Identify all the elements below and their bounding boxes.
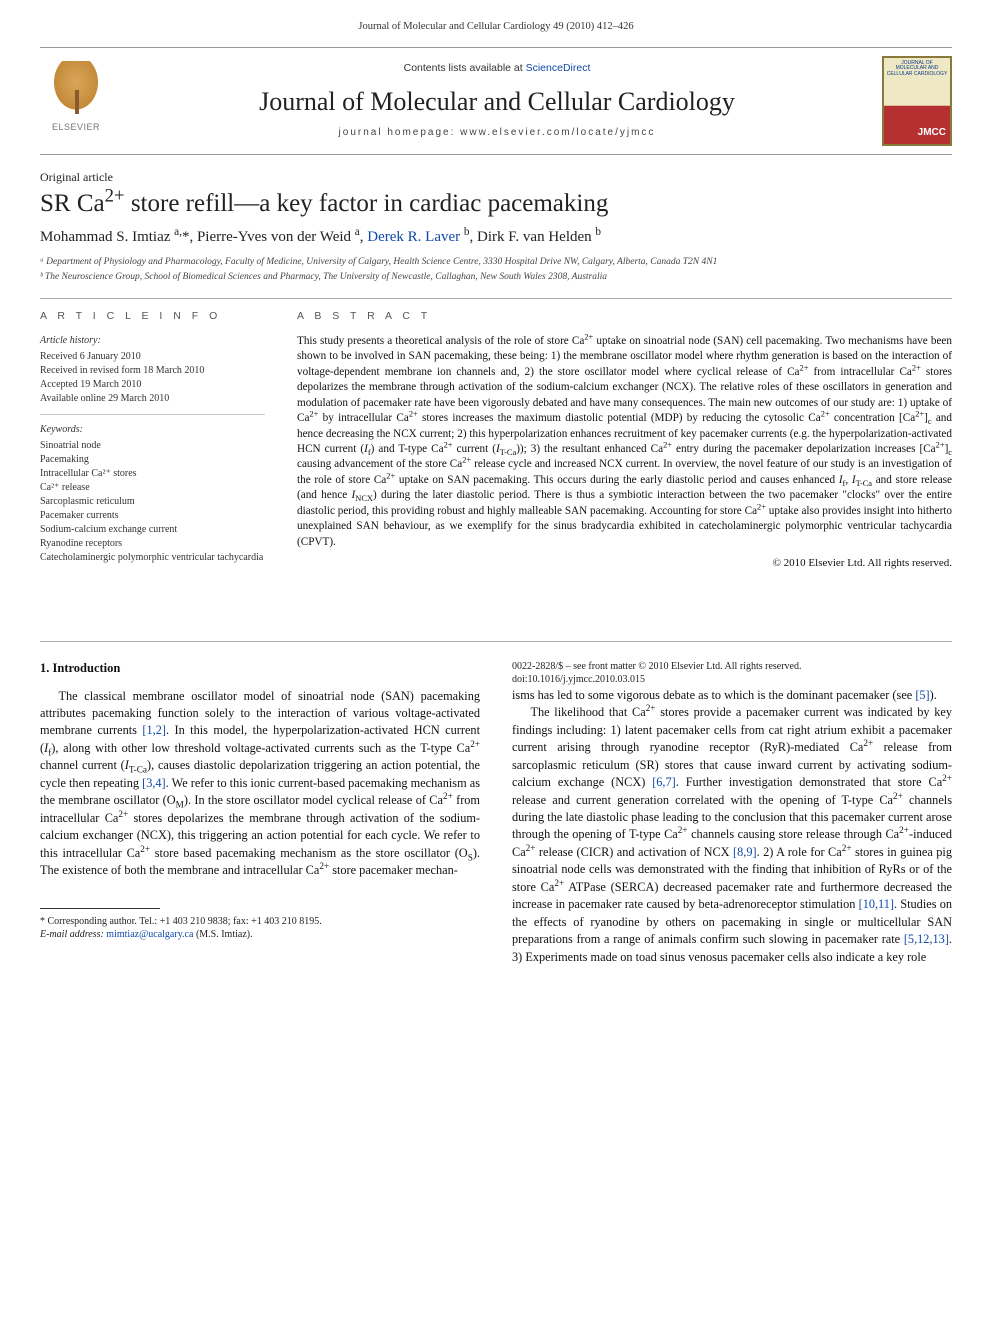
keyword: Sarcoplasmic reticulum — [40, 495, 265, 509]
article-info-col: A R T I C L E I N F O Article history: R… — [40, 309, 265, 581]
divider-top — [40, 298, 952, 299]
body-paragraph: The classical membrane oscillator model … — [40, 688, 480, 880]
history-line: Received 6 January 2010 — [40, 350, 265, 364]
divider-bottom — [40, 641, 952, 642]
publication-footer: 0022-2828/$ – see front matter © 2010 El… — [512, 660, 952, 687]
journal-cover-thumb: JOURNAL OF MOLECULAR AND CELLULAR CARDIO… — [882, 56, 952, 146]
masthead: ELSEVIER Contents lists available at Sci… — [40, 47, 952, 155]
elsevier-wordmark: ELSEVIER — [52, 121, 100, 134]
history-label: Article history: — [40, 334, 265, 348]
contents-available-text: Contents lists available at — [404, 62, 526, 74]
meta-abstract-row: A R T I C L E I N F O Article history: R… — [40, 309, 952, 581]
journal-cover-caption: JOURNAL OF MOLECULAR AND CELLULAR CARDIO… — [884, 58, 950, 78]
section-heading-intro: 1. Introduction — [40, 660, 480, 678]
masthead-center: Contents lists available at ScienceDirec… — [112, 61, 882, 140]
keywords-block: Keywords: Sinoatrial node Pacemaking Int… — [40, 423, 265, 573]
history-line: Available online 29 March 2010 — [40, 392, 265, 406]
journal-homepage: journal homepage: www.elsevier.com/locat… — [112, 126, 882, 140]
abstract-heading: A B S T R A C T — [297, 309, 952, 324]
keywords-label: Keywords: — [40, 423, 265, 437]
footnote-separator — [40, 908, 160, 909]
body-paragraph: The likelihood that Ca2+ stores provide … — [512, 704, 952, 966]
history-line: Accepted 19 March 2010 — [40, 378, 265, 392]
abstract-text: This study presents a theoretical analys… — [297, 334, 952, 550]
keyword: Pacemaker currents — [40, 509, 265, 523]
running-header: Journal of Molecular and Cellular Cardio… — [40, 20, 952, 35]
keyword: Ca²⁺ release — [40, 481, 265, 495]
elsevier-logo: ELSEVIER — [40, 61, 112, 141]
abstract-copyright: © 2010 Elsevier Ltd. All rights reserved… — [297, 556, 952, 571]
keyword: Catecholaminergic polymorphic ventricula… — [40, 551, 265, 565]
body-paragraph: isms has led to some vigorous debate as … — [512, 687, 952, 704]
elsevier-tree-icon — [48, 61, 104, 117]
abstract-col: A B S T R A C T This study presents a th… — [297, 309, 952, 581]
keyword: Intracellular Ca²⁺ stores — [40, 467, 265, 481]
sciencedirect-link[interactable]: ScienceDirect — [526, 62, 591, 74]
footnote-email-link[interactable]: mimtiaz@ucalgary.ca — [106, 929, 193, 940]
pub-footer-line2: doi:10.1016/j.yjmcc.2010.03.015 — [512, 673, 952, 687]
keyword: Sodium-calcium exchange current — [40, 523, 265, 537]
footnote-corr-text: * Corresponding author. Tel.: +1 403 210… — [40, 916, 322, 927]
journal-name: Journal of Molecular and Cellular Cardio… — [112, 84, 882, 120]
keyword: Pacemaking — [40, 453, 265, 467]
authors-line: Mohammad S. Imtiaz a,*, Pierre-Yves von … — [40, 227, 952, 248]
footnote-email-label: E-mail address: — [40, 929, 104, 940]
article-title: SR Ca2+ store refill—a key factor in car… — [40, 189, 952, 219]
footnote-email-who: (M.S. Imtiaz). — [196, 929, 253, 940]
history-line: Received in revised form 18 March 2010 — [40, 364, 265, 378]
keyword: Sinoatrial node — [40, 439, 265, 453]
article-info-heading: A R T I C L E I N F O — [40, 309, 265, 324]
sciencedirect-line: Contents lists available at ScienceDirec… — [112, 61, 882, 76]
article-history-block: Article history: Received 6 January 2010… — [40, 334, 265, 415]
corresponding-author-footnote: * Corresponding author. Tel.: +1 403 210… — [40, 915, 480, 942]
body-two-column: 1. Introduction The classical membrane o… — [40, 660, 952, 966]
affiliation-a: ᵃ Department of Physiology and Pharmacol… — [40, 256, 952, 269]
affiliation-b: ᵇ The Neuroscience Group, School of Biom… — [40, 271, 952, 284]
keyword: Ryanodine receptors — [40, 537, 265, 551]
pub-footer-line1: 0022-2828/$ – see front matter © 2010 El… — [512, 660, 952, 674]
article-type: Original article — [40, 169, 952, 186]
